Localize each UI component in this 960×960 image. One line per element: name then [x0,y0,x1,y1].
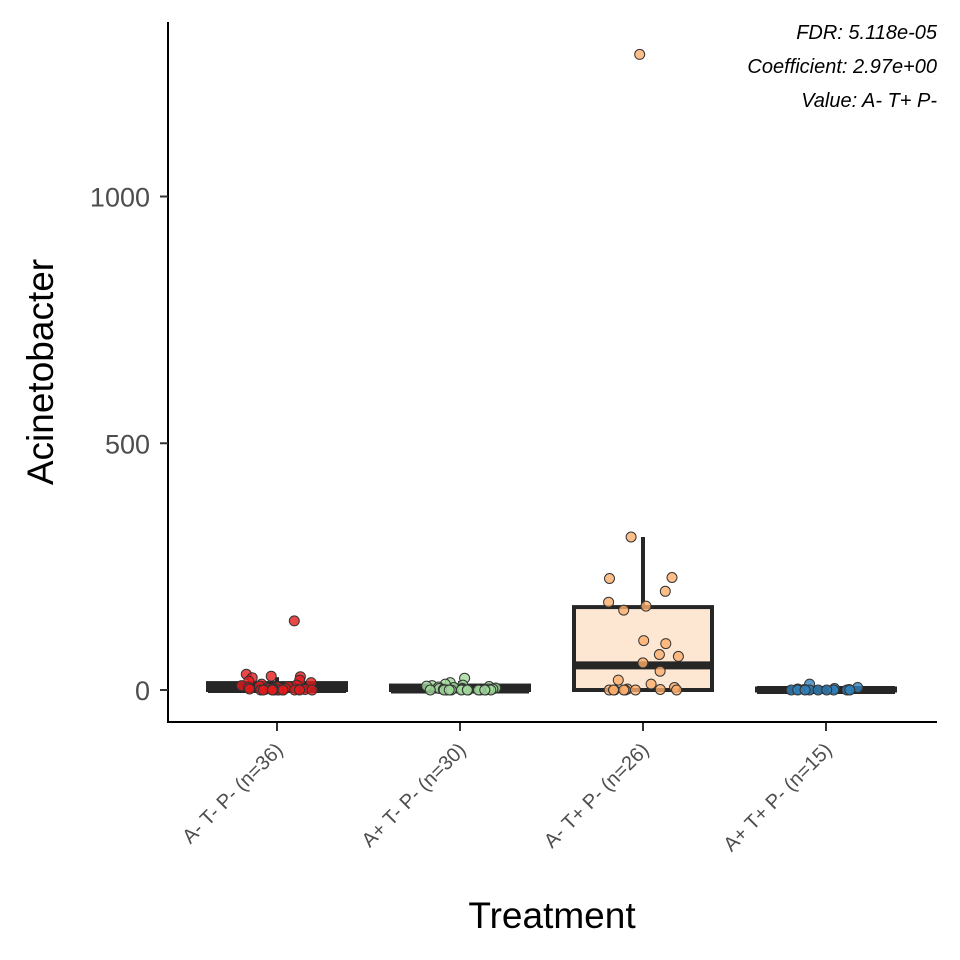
data-point [244,683,255,695]
data-point [461,684,473,696]
data-point [672,650,684,662]
points-layer [236,48,864,696]
data-point [799,684,811,696]
data-point [654,665,666,677]
y-ticks: 0 500 1000 [90,183,168,706]
data-point [618,684,630,696]
data-point [294,684,305,696]
x-ticks: A- T- P- (n=36) A+ T- P- (n=30) A- T+ P- (… [178,723,837,856]
data-point [288,615,300,627]
data-point [612,674,624,686]
data-point [603,596,615,608]
annotation-fdr: FDR: 5.118e-05 [796,22,938,44]
data-point [666,572,678,583]
data-point [604,573,615,584]
boxes-layer [206,537,897,694]
y-axis-title: Acinetobacter [20,259,61,485]
data-point [443,684,455,696]
data-point [654,684,666,695]
data-point [659,585,671,597]
y-tick-label: 1000 [90,183,150,213]
data-point [277,684,289,696]
annotation-value: Value: A- T+ P- [801,90,937,112]
data-point [424,684,436,696]
data-point [479,684,491,696]
data-point [608,684,619,696]
data-point [660,638,672,650]
data-point [844,684,856,696]
data-point [638,635,650,647]
data-point [265,670,277,682]
data-point [637,657,649,669]
y-tick-label: 0 [135,676,150,706]
x-tick-label: A- T- P- (n=36) [178,739,287,848]
data-point [634,48,646,60]
data-point [618,604,630,616]
annotation-coefficient: Coefficient: 2.97e+00 [747,56,937,78]
box [572,605,714,692]
data-point [653,649,665,660]
x-tick-label: A+ T- P- (n=30) [358,739,471,852]
data-point [625,531,637,543]
data-point [306,684,318,696]
data-point [821,684,833,696]
data-point [640,600,652,612]
x-axis-title: Treatment [468,895,636,936]
data-point [266,684,278,696]
data-point [671,684,683,696]
y-tick-label: 500 [105,429,150,459]
x-tick-label: A+ T+ P- (n=15) [719,739,836,856]
data-point [630,684,641,696]
data-point [645,678,657,690]
x-tick-label: A- T+ P- (n=26) [540,739,654,853]
